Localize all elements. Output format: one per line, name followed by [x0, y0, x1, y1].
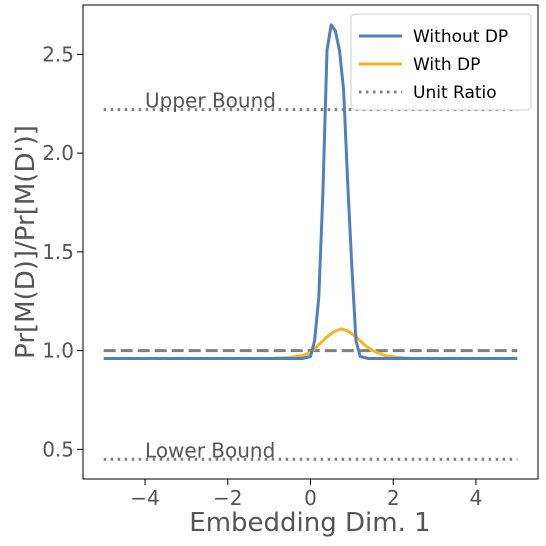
series-line-0: [103, 23, 518, 360]
x-tick-label-3: 2: [387, 486, 400, 510]
y-ticks: 0.5 1.0 1.5 2.0 2.5: [42, 42, 83, 461]
y-tick-label-3: 2.0: [42, 141, 74, 165]
bound-label-0: Upper Bound: [145, 89, 276, 113]
x-tick-label-2: 0: [304, 486, 317, 510]
legend-frame: [350, 13, 532, 111]
x-tick-label-1: −2: [213, 486, 242, 510]
legend: Without DP With DP Unit Ratio: [350, 13, 532, 111]
x-tick-label-4: 4: [470, 486, 483, 510]
y-tick-label-0: 0.5: [42, 437, 74, 461]
y-tick-label-1: 1.0: [42, 339, 74, 363]
x-axis-title: Embedding Dim. 1: [189, 508, 430, 538]
y-axis-title: Pr[M(D)]/Pr[M(D')]: [11, 125, 41, 359]
y-tick-label-4: 2.5: [42, 42, 74, 66]
legend-label-0: Without DP: [413, 27, 508, 47]
legend-label-1: With DP: [413, 55, 480, 75]
bound-label-1: Lower Bound: [145, 438, 275, 462]
series-lines: [103, 23, 518, 360]
y-tick-label-2: 1.5: [42, 240, 74, 264]
legend-label-2: Unit Ratio: [413, 83, 497, 103]
x-tick-label-0: −4: [130, 486, 159, 510]
x-ticks: −4 −2 0 2 4: [130, 479, 482, 510]
